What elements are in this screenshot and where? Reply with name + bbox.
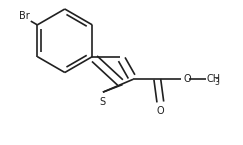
Text: Br: Br <box>19 11 30 21</box>
Text: CH: CH <box>207 74 221 84</box>
Text: 3: 3 <box>214 78 219 87</box>
Text: O: O <box>183 74 191 84</box>
Text: S: S <box>100 97 106 107</box>
Text: O: O <box>156 106 164 116</box>
